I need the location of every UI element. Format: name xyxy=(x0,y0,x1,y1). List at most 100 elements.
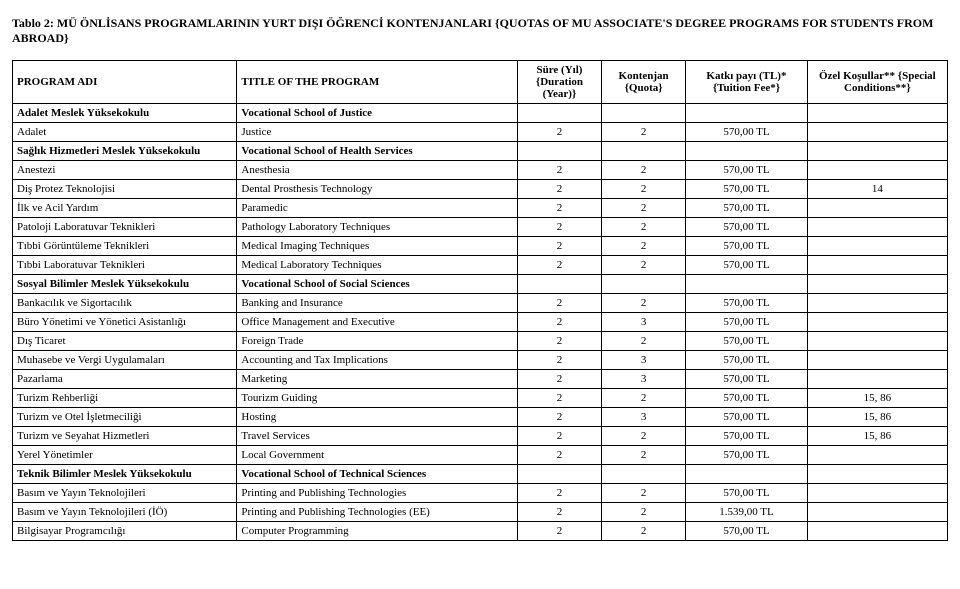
cell-program-en: Justice xyxy=(237,123,518,142)
table-row: Tıbbi Laboratuvar TeknikleriMedical Labo… xyxy=(13,256,948,275)
table-row: Büro Yönetimi ve Yönetici AsistanlığıOff… xyxy=(13,313,948,332)
cell-quota: 3 xyxy=(602,370,686,389)
cell-program-en: Hosting xyxy=(237,408,518,427)
cell-duration: 2 xyxy=(517,427,601,446)
cell-duration: 2 xyxy=(517,332,601,351)
cell-duration: 2 xyxy=(517,503,601,522)
cell-empty xyxy=(686,142,808,161)
section-name-tr: Sağlık Hizmetleri Meslek Yüksekokulu xyxy=(13,142,237,161)
cell-duration: 2 xyxy=(517,123,601,142)
cell-program-en: Local Government xyxy=(237,446,518,465)
cell-fee: 570,00 TL xyxy=(686,256,808,275)
cell-program-tr: Turizm ve Seyahat Hizmetleri xyxy=(13,427,237,446)
cell-program-tr: Yerel Yönetimler xyxy=(13,446,237,465)
cell-fee: 570,00 TL xyxy=(686,161,808,180)
cell-duration: 2 xyxy=(517,294,601,313)
cell-program-en: Medical Laboratory Techniques xyxy=(237,256,518,275)
cell-program-en: Banking and Insurance xyxy=(237,294,518,313)
cell-conditions: 15, 86 xyxy=(807,427,947,446)
section-name-en: Vocational School of Justice xyxy=(237,104,518,123)
cell-fee: 570,00 TL xyxy=(686,123,808,142)
cell-quota: 2 xyxy=(602,389,686,408)
cell-quota: 2 xyxy=(602,522,686,541)
table-row: Basım ve Yayın Teknolojileri (İÖ)Printin… xyxy=(13,503,948,522)
table-row: Bilgisayar ProgramcılığıComputer Program… xyxy=(13,522,948,541)
cell-conditions: 15, 86 xyxy=(807,408,947,427)
cell-duration: 2 xyxy=(517,180,601,199)
table-row: Turizm ve Otel İşletmeciliğiHosting23570… xyxy=(13,408,948,427)
col-tuition: Katkı payı (TL)* {Tuition Fee*} xyxy=(686,61,808,104)
cell-fee: 570,00 TL xyxy=(686,408,808,427)
section-row: Teknik Bilimler Meslek YüksekokuluVocati… xyxy=(13,465,948,484)
cell-conditions xyxy=(807,446,947,465)
table-row: AdaletJustice22570,00 TL xyxy=(13,123,948,142)
cell-conditions xyxy=(807,161,947,180)
cell-conditions: 15, 86 xyxy=(807,389,947,408)
cell-program-en: Travel Services xyxy=(237,427,518,446)
cell-quota: 3 xyxy=(602,408,686,427)
cell-program-en: Anesthesia xyxy=(237,161,518,180)
cell-conditions xyxy=(807,256,947,275)
cell-empty xyxy=(517,465,601,484)
table-row: İlk ve Acil YardımParamedic22570,00 TL xyxy=(13,199,948,218)
section-name-en: Vocational School of Technical Sciences xyxy=(237,465,518,484)
cell-quota: 2 xyxy=(602,218,686,237)
cell-fee: 570,00 TL xyxy=(686,294,808,313)
cell-conditions xyxy=(807,237,947,256)
col-title-of-program: TITLE OF THE PROGRAM xyxy=(237,61,518,104)
cell-fee: 570,00 TL xyxy=(686,180,808,199)
cell-fee: 570,00 TL xyxy=(686,370,808,389)
cell-fee: 570,00 TL xyxy=(686,237,808,256)
cell-conditions xyxy=(807,123,947,142)
col-program-adi: PROGRAM ADI xyxy=(13,61,237,104)
table-row: AnesteziAnesthesia22570,00 TL xyxy=(13,161,948,180)
cell-empty xyxy=(807,104,947,123)
cell-duration: 2 xyxy=(517,408,601,427)
cell-conditions xyxy=(807,484,947,503)
cell-fee: 1.539,00 TL xyxy=(686,503,808,522)
cell-quota: 2 xyxy=(602,427,686,446)
table-header-row: PROGRAM ADI TITLE OF THE PROGRAM Süre (Y… xyxy=(13,61,948,104)
table-row: Dış TicaretForeign Trade22570,00 TL xyxy=(13,332,948,351)
cell-conditions xyxy=(807,370,947,389)
section-row: Sağlık Hizmetleri Meslek YüksekokuluVoca… xyxy=(13,142,948,161)
cell-quota: 2 xyxy=(602,123,686,142)
cell-program-tr: Anestezi xyxy=(13,161,237,180)
table-row: Turizm ve Seyahat HizmetleriTravel Servi… xyxy=(13,427,948,446)
cell-program-tr: Basım ve Yayın Teknolojileri xyxy=(13,484,237,503)
cell-empty xyxy=(517,275,601,294)
section-name-en: Vocational School of Social Sciences xyxy=(237,275,518,294)
cell-program-en: Paramedic xyxy=(237,199,518,218)
cell-conditions xyxy=(807,199,947,218)
cell-quota: 2 xyxy=(602,503,686,522)
cell-fee: 570,00 TL xyxy=(686,332,808,351)
cell-quota: 2 xyxy=(602,161,686,180)
cell-conditions xyxy=(807,313,947,332)
cell-duration: 2 xyxy=(517,199,601,218)
cell-quota: 2 xyxy=(602,484,686,503)
cell-conditions: 14 xyxy=(807,180,947,199)
cell-program-en: Printing and Publishing Technologies xyxy=(237,484,518,503)
cell-quota: 2 xyxy=(602,180,686,199)
section-name-tr: Sosyal Bilimler Meslek Yüksekokulu xyxy=(13,275,237,294)
cell-fee: 570,00 TL xyxy=(686,389,808,408)
table-row: Basım ve Yayın TeknolojileriPrinting and… xyxy=(13,484,948,503)
section-name-tr: Adalet Meslek Yüksekokulu xyxy=(13,104,237,123)
cell-duration: 2 xyxy=(517,446,601,465)
cell-quota: 2 xyxy=(602,199,686,218)
table-row: Patoloji Laboratuvar TeknikleriPathology… xyxy=(13,218,948,237)
cell-program-tr: Muhasebe ve Vergi Uygulamaları xyxy=(13,351,237,370)
cell-empty xyxy=(602,275,686,294)
cell-quota: 2 xyxy=(602,256,686,275)
cell-program-en: Medical Imaging Techniques xyxy=(237,237,518,256)
cell-duration: 2 xyxy=(517,484,601,503)
cell-conditions xyxy=(807,503,947,522)
cell-duration: 2 xyxy=(517,313,601,332)
cell-empty xyxy=(686,275,808,294)
cell-program-en: Marketing xyxy=(237,370,518,389)
cell-program-en: Printing and Publishing Technologies (EE… xyxy=(237,503,518,522)
programs-table: PROGRAM ADI TITLE OF THE PROGRAM Süre (Y… xyxy=(12,60,948,541)
col-conditions: Özel Koşullar** {Special Conditions**} xyxy=(807,61,947,104)
cell-duration: 2 xyxy=(517,351,601,370)
section-name-tr: Teknik Bilimler Meslek Yüksekokulu xyxy=(13,465,237,484)
